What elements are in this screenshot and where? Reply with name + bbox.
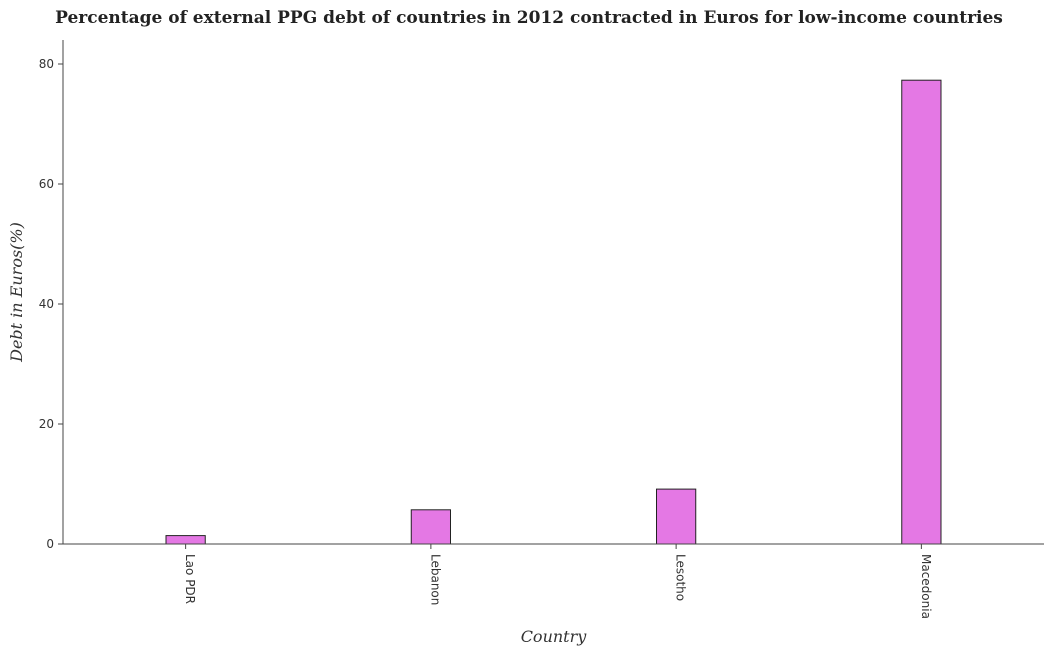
bar-macedonia [901, 79, 942, 545]
x-axis-ticks: Lao PDR Lebanon Lesotho Macedonia [183, 544, 933, 619]
x-tick-label: Lesotho [674, 554, 688, 601]
y-tick-label: 0 [46, 537, 54, 551]
x-tick-label: Lebanon [428, 554, 442, 605]
y-tick-label: 20 [39, 417, 54, 431]
bar-lesotho [656, 488, 697, 545]
y-tick-label: 80 [39, 57, 54, 71]
y-axis-label: Debt in Euros(%) [7, 222, 26, 363]
bars-group [165, 79, 942, 545]
y-axis-ticks: 0 20 40 60 80 [39, 57, 63, 551]
bar-lebanon [410, 509, 451, 545]
x-tick-label: Macedonia [919, 554, 933, 619]
chart-title: Percentage of external PPG debt of count… [55, 8, 1003, 28]
axes-group [62, 40, 1044, 545]
y-tick-label: 40 [39, 297, 54, 311]
x-axis-label: Country [521, 627, 588, 646]
bar-lao-pdr [165, 535, 206, 545]
y-tick-label: 60 [39, 177, 54, 191]
x-tick-label: Lao PDR [183, 554, 197, 604]
